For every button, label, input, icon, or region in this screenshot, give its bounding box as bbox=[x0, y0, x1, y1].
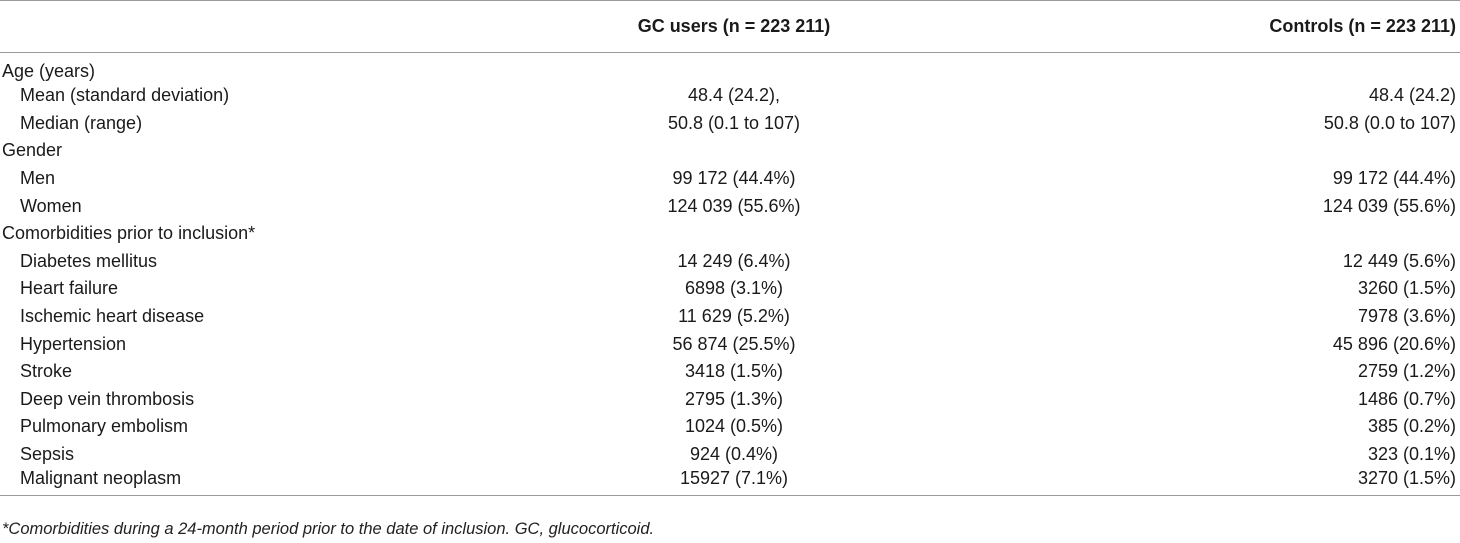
table-row: Pulmonary embolism 1024 (0.5%) 385 (0.2%) bbox=[0, 413, 1460, 441]
row-label: Comorbidities prior to inclusion* bbox=[2, 223, 256, 244]
gc-users-value: 6898 (3.1%) bbox=[684, 278, 784, 299]
table-section-row: Age (years) bbox=[0, 53, 1460, 83]
row-label: Gender bbox=[2, 140, 63, 161]
controls-value: 124 039 (55.6%) bbox=[1322, 195, 1456, 216]
gc-users-value: 924 (0.4%) bbox=[689, 444, 779, 465]
row-label: Malignant neoplasm bbox=[20, 468, 182, 489]
controls-value: 48.4 (24.2) bbox=[1368, 85, 1456, 106]
header-gc-users: GC users (n = 223 211) bbox=[637, 16, 831, 36]
gc-users-value bbox=[480, 137, 988, 165]
gc-users-value: 14 249 (6.4%) bbox=[677, 250, 791, 271]
gc-users-value: 56 874 (25.5%) bbox=[672, 333, 796, 354]
table-row: Median (range) 50.8 (0.1 to 107) 50.8 (0.0… bbox=[0, 110, 1460, 138]
controls-value bbox=[988, 53, 1460, 83]
table-row: Stroke 3418 (1.5%) 2759 (1.2%) bbox=[0, 358, 1460, 386]
table-row: Sepsis 924 (0.4%) 323 (0.1%) bbox=[0, 441, 1460, 469]
controls-value: 2759 (1.2%) bbox=[1357, 361, 1456, 382]
controls-value: 1486 (0.7%) bbox=[1357, 388, 1456, 409]
row-label: Ischemic heart disease bbox=[20, 306, 205, 327]
controls-value: 7978 (3.6%) bbox=[1357, 306, 1456, 327]
data-table: GC users (n = 223 211) Controls (n = 223… bbox=[0, 0, 1460, 496]
gc-users-value bbox=[480, 53, 988, 83]
controls-value bbox=[988, 137, 1460, 165]
row-label: Pulmonary embolism bbox=[20, 416, 189, 437]
header-label-column bbox=[0, 1, 480, 53]
row-label: Median (range) bbox=[20, 112, 143, 133]
table-row: Women 124 039 (55.6%) 124 039 (55.6%) bbox=[0, 192, 1460, 220]
controls-value: 99 172 (44.4%) bbox=[1332, 168, 1456, 189]
gc-users-value: 124 039 (55.6%) bbox=[667, 195, 801, 216]
table-row: Heart failure 6898 (3.1%) 3260 (1.5%) bbox=[0, 275, 1460, 303]
gc-users-value: 50.8 (0.1 to 107) bbox=[667, 112, 801, 133]
row-label: Age (years) bbox=[2, 61, 96, 81]
table-row: Deep vein thrombosis 2795 (1.3%) 1486 (0.7… bbox=[0, 386, 1460, 414]
table-row: Malignant neoplasm 15927 (7.1%) 3270 (1.5%… bbox=[0, 468, 1460, 496]
controls-value: 45 896 (20.6%) bbox=[1332, 333, 1456, 354]
table-row: Ischemic heart disease 11 629 (5.2%) 7978 … bbox=[0, 303, 1460, 331]
row-label: Deep vein thrombosis bbox=[20, 388, 195, 409]
row-label: Diabetes mellitus bbox=[20, 250, 158, 271]
controls-value bbox=[988, 220, 1460, 248]
controls-value: 323 (0.1%) bbox=[1367, 444, 1456, 465]
gc-users-value: 48.4 (24.2), bbox=[687, 85, 781, 106]
baseline-characteristics-table: GC users (n = 223 211) Controls (n = 223… bbox=[0, 0, 1460, 496]
row-label: Sepsis bbox=[20, 444, 75, 465]
row-label: Stroke bbox=[20, 361, 73, 382]
controls-value: 3270 (1.5%) bbox=[1357, 468, 1456, 489]
table-row: Men 99 172 (44.4%) 99 172 (44.4%) bbox=[0, 165, 1460, 193]
table-row: Diabetes mellitus 14 249 (6.4%) 12 449 (5.… bbox=[0, 248, 1460, 276]
gc-users-value: 2795 (1.3%) bbox=[684, 388, 784, 409]
table-row: Mean (standard deviation) 48.4 (24.2), 48.… bbox=[0, 82, 1460, 110]
gc-users-value: 11 629 (5.2%) bbox=[678, 306, 790, 327]
table-header-row: GC users (n = 223 211) Controls (n = 223… bbox=[0, 0, 1460, 53]
row-label: Mean (standard deviation) bbox=[20, 85, 230, 106]
row-label: Men bbox=[20, 168, 56, 189]
controls-value: 3260 (1.5%) bbox=[1357, 278, 1456, 299]
table-footnote: *Comorbidities during a 24-month period … bbox=[2, 520, 655, 538]
row-label: Women bbox=[20, 195, 82, 216]
controls-value: 50.8 (0.0 to 107) bbox=[1323, 112, 1456, 133]
controls-value: 12 449 (5.6%) bbox=[1342, 250, 1456, 271]
table-row: Hypertension 56 874 (25.5%) 45 896 (20.6%) bbox=[0, 330, 1460, 358]
gc-users-value: 1024 (0.5%) bbox=[684, 416, 784, 437]
row-label: Hypertension bbox=[20, 333, 127, 354]
gc-users-value bbox=[480, 220, 988, 248]
gc-users-value: 3418 (1.5%) bbox=[684, 361, 784, 382]
table-section-row: Gender bbox=[0, 137, 1460, 165]
header-controls: Controls (n = 223 211) bbox=[1269, 16, 1456, 36]
gc-users-value: 15927 (7.1%) bbox=[679, 468, 789, 489]
table-section-row: Comorbidities prior to inclusion* bbox=[0, 220, 1460, 248]
controls-value: 385 (0.2%) bbox=[1367, 416, 1456, 437]
gc-users-value: 99 172 (44.4%) bbox=[672, 168, 796, 189]
row-label: Heart failure bbox=[20, 278, 119, 299]
table-body: Age (years) Mean (standard deviation) 48.4… bbox=[0, 53, 1460, 496]
